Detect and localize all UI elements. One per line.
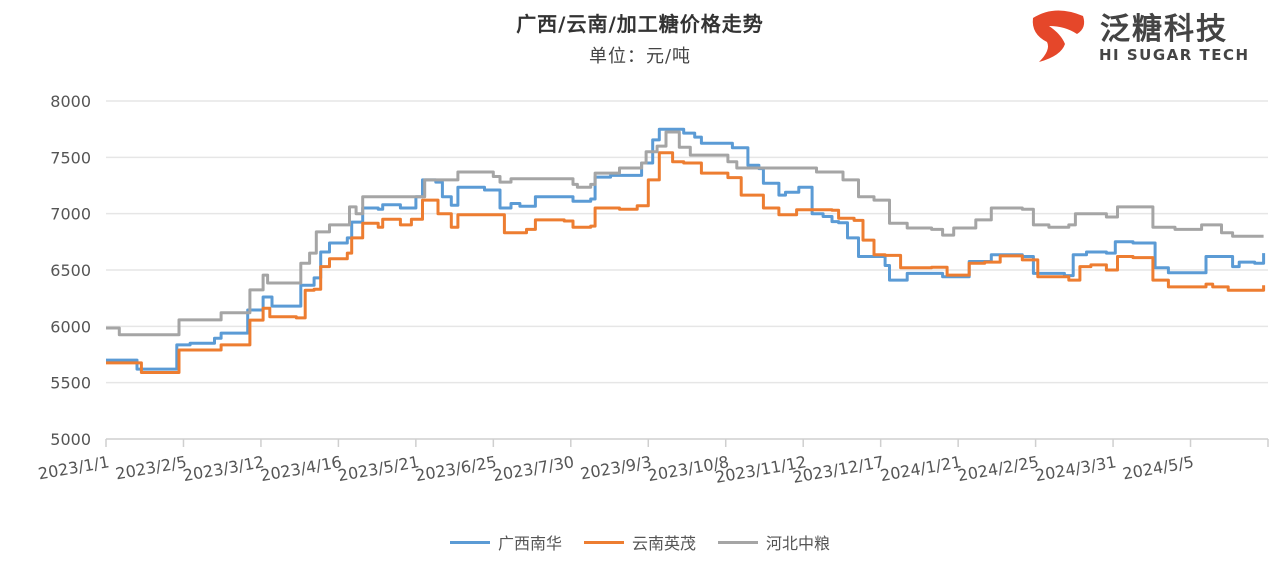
legend-swatch — [449, 540, 490, 544]
x-tick-label: 2024/1/21 — [879, 452, 963, 485]
x-tick-label: 2023/4/16 — [259, 452, 343, 485]
y-tick-label: 5500 — [50, 374, 91, 393]
y-tick-label: 6000 — [50, 317, 91, 336]
logo-swoosh-icon — [1032, 10, 1085, 62]
y-tick-label: 5000 — [50, 430, 91, 449]
brand-logo: 泛糖科技 HI SUGAR TECH — [1025, 4, 1275, 64]
legend-item-guangxi: 广西南华 — [449, 530, 562, 554]
x-tick-label: 2024/5/5 — [1121, 452, 1195, 483]
x-tick-label: 2024/2/25 — [956, 452, 1040, 485]
x-tick-label: 2023/9/3 — [579, 452, 653, 483]
legend-label: 广西南华 — [497, 534, 562, 553]
series-line-2 — [106, 130, 1264, 337]
legend-label: 河北中粮 — [766, 534, 831, 553]
chart-subtitle: 单位：元/吨 — [588, 46, 692, 67]
legend-item-hebei: 河北中粮 — [718, 530, 830, 554]
chart-title: 广西/云南/加工糖价格走势 — [516, 12, 764, 36]
x-tick-label: 2023/7/30 — [491, 452, 575, 485]
series-line-0 — [106, 127, 1266, 371]
chart-legend: 广西南华 云南英茂 河北中粮 — [0, 530, 1280, 554]
x-tick-label: 2023/6/25 — [414, 452, 498, 485]
y-tick-label: 8000 — [50, 92, 91, 111]
y-tick-label: 7000 — [50, 205, 91, 224]
x-tick-label: 2023/1/1 — [37, 452, 111, 483]
legend-swatch — [583, 540, 624, 544]
series-line-1 — [106, 151, 1266, 374]
legend-label: 云南英茂 — [631, 534, 696, 553]
y-tick-label: 7500 — [50, 148, 91, 167]
x-tick-label: 2023/3/12 — [182, 452, 266, 485]
legend-item-yunnan: 云南英茂 — [583, 530, 696, 554]
x-tick-label: 2023/5/21 — [336, 452, 420, 485]
y-tick-label: 6500 — [50, 261, 91, 280]
logo-text-cn: 泛糖科技 — [1100, 12, 1228, 47]
legend-swatch — [718, 540, 758, 544]
logo-text-en: HI SUGAR TECH — [1099, 46, 1250, 64]
x-tick-label: 2024/3/31 — [1034, 452, 1118, 485]
x-tick-label: 2023/2/5 — [114, 452, 188, 483]
